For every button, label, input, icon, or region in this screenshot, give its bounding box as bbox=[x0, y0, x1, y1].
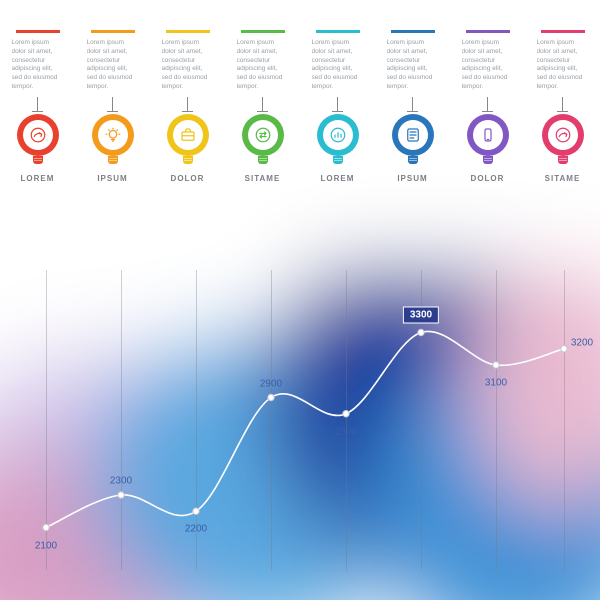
category-columns: Lorem ipsum dolor sit amet, consectetur … bbox=[0, 30, 600, 270]
chart-value: 2900 bbox=[260, 378, 282, 389]
category-column: Lorem ipsum dolor sit amet, consectetur … bbox=[300, 30, 375, 270]
column-top-bar bbox=[16, 30, 60, 33]
bulb-connector-cross bbox=[332, 111, 343, 112]
note-icon bbox=[404, 126, 422, 144]
column-label: LOREM bbox=[21, 174, 55, 183]
bar-chart-icon bbox=[329, 126, 347, 144]
bulb bbox=[241, 114, 285, 166]
bulb bbox=[541, 114, 585, 166]
bulb bbox=[316, 114, 360, 166]
category-column: Lorem ipsum dolor sit amet, consectetur … bbox=[450, 30, 525, 270]
bulb-connector bbox=[412, 97, 413, 111]
column-label: LOREM bbox=[321, 174, 355, 183]
column-label: IPSUM bbox=[97, 174, 127, 183]
column-description: Lorem ipsum dolor sit amet, consectetur … bbox=[462, 39, 514, 97]
bulb bbox=[166, 114, 210, 166]
bulb-connector bbox=[187, 97, 188, 111]
idea-icon bbox=[104, 126, 122, 144]
chart-value: 2100 bbox=[35, 540, 57, 551]
column-description: Lorem ipsum dolor sit amet, consectetur … bbox=[537, 39, 589, 97]
column-description: Lorem ipsum dolor sit amet, consectetur … bbox=[312, 39, 364, 97]
bulb-connector bbox=[262, 97, 263, 111]
briefcase-icon bbox=[179, 126, 197, 144]
arrow-up-icon bbox=[554, 126, 572, 144]
gridline bbox=[46, 270, 47, 570]
column-label: DOLOR bbox=[471, 174, 505, 183]
chart-value: 2800 bbox=[335, 426, 357, 437]
column-label: SITAME bbox=[545, 174, 581, 183]
column-top-bar bbox=[241, 30, 285, 33]
bulb-connector-cross bbox=[182, 111, 193, 112]
column-description: Lorem ipsum dolor sit amet, consectetur … bbox=[237, 39, 289, 97]
bulb bbox=[91, 114, 135, 166]
column-label: IPSUM bbox=[397, 174, 427, 183]
category-column: Lorem ipsum dolor sit amet, consectetur … bbox=[225, 30, 300, 270]
bulb-connector bbox=[337, 97, 338, 111]
chart-value-highlight: 3300 bbox=[403, 306, 439, 323]
infographic-canvas: Lorem ipsum dolor sit amet, consectetur … bbox=[0, 0, 600, 600]
column-top-bar bbox=[91, 30, 135, 33]
gridline bbox=[496, 270, 497, 570]
category-column: Lorem ipsum dolor sit amet, consectetur … bbox=[375, 30, 450, 270]
bulb-connector-cross bbox=[407, 111, 418, 112]
chart-value: 3100 bbox=[485, 378, 507, 389]
column-top-bar bbox=[166, 30, 210, 33]
bulb-connector bbox=[112, 97, 113, 111]
gridline bbox=[564, 270, 565, 570]
column-description: Lorem ipsum dolor sit amet, consectetur … bbox=[387, 39, 439, 97]
bulb-connector bbox=[487, 97, 488, 111]
column-description: Lorem ipsum dolor sit amet, consectetur … bbox=[87, 39, 139, 97]
chart-value: 2300 bbox=[110, 476, 132, 487]
bulb-connector-cross bbox=[257, 111, 268, 112]
category-column: Lorem ipsum dolor sit amet, consectetur … bbox=[150, 30, 225, 270]
gridline bbox=[121, 270, 122, 570]
column-top-bar bbox=[316, 30, 360, 33]
column-top-bar bbox=[391, 30, 435, 33]
category-column: Lorem ipsum dolor sit amet, consectetur … bbox=[0, 30, 75, 270]
category-column: Lorem ipsum dolor sit amet, consectetur … bbox=[75, 30, 150, 270]
chart-value: 3200 bbox=[571, 337, 593, 348]
gridline bbox=[271, 270, 272, 570]
bulb bbox=[391, 114, 435, 166]
bulb-connector bbox=[37, 97, 38, 111]
bulb bbox=[466, 114, 510, 166]
column-label: SITAME bbox=[245, 174, 281, 183]
phone-icon bbox=[479, 126, 497, 144]
bulb-connector-cross bbox=[32, 111, 43, 112]
bulb-connector-cross bbox=[557, 111, 568, 112]
column-label: DOLOR bbox=[171, 174, 205, 183]
column-description: Lorem ipsum dolor sit amet, consectetur … bbox=[12, 39, 64, 97]
column-description: Lorem ipsum dolor sit amet, consectetur … bbox=[162, 39, 214, 97]
arrow-up-icon bbox=[29, 126, 47, 144]
column-top-bar bbox=[541, 30, 585, 33]
bulb-connector bbox=[562, 97, 563, 111]
bulb-connector-cross bbox=[107, 111, 118, 112]
bulb-connector-cross bbox=[482, 111, 493, 112]
bulb bbox=[16, 114, 60, 166]
chart-value: 2200 bbox=[185, 524, 207, 535]
gridline bbox=[346, 270, 347, 570]
category-column: Lorem ipsum dolor sit amet, consectetur … bbox=[525, 30, 600, 270]
transfer-icon bbox=[254, 126, 272, 144]
column-top-bar bbox=[466, 30, 510, 33]
